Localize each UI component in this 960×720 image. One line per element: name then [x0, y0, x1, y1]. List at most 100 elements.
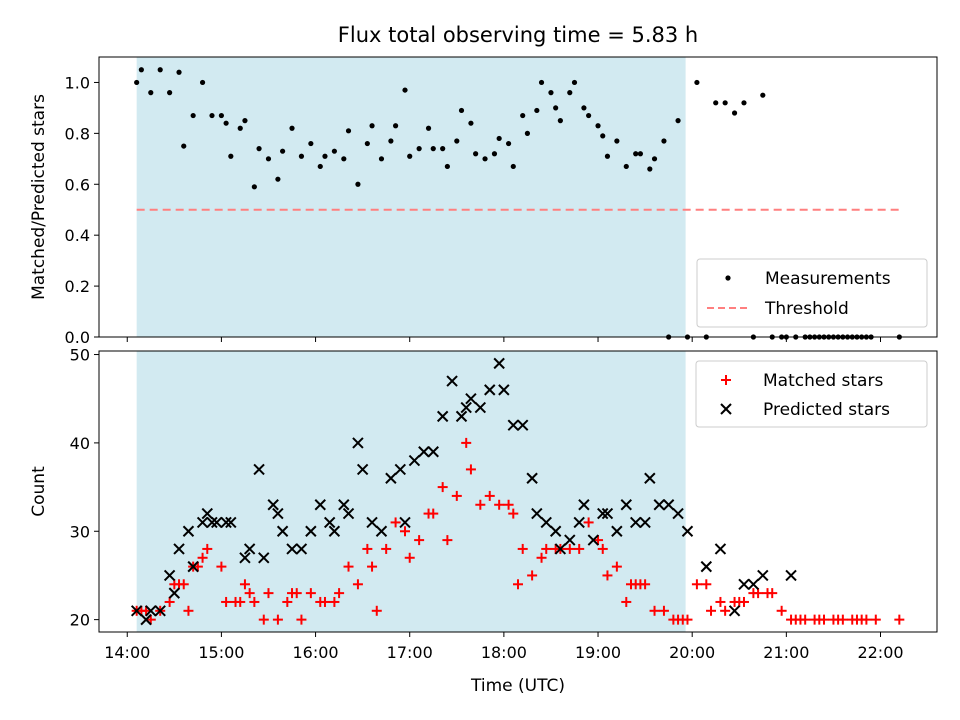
measurement-point [444, 163, 450, 170]
measurement-point [614, 138, 620, 144]
y-tick-label: 30 [70, 522, 90, 541]
matched-star-point [541, 543, 552, 554]
measurement-point [256, 146, 262, 152]
y-tick-label: 0.6 [65, 175, 90, 194]
predicted-star-point [418, 446, 430, 458]
predicted-star-point [714, 543, 727, 555]
legend-marker-measurements [725, 275, 731, 281]
measurement-point [661, 138, 667, 144]
matched-star-point [691, 579, 702, 590]
matched-star-point [334, 588, 345, 599]
matched-star-point [343, 561, 354, 572]
predicted-star-point [163, 569, 176, 582]
predicted-star-point [747, 578, 760, 590]
measurement-point [355, 181, 361, 187]
measurement-point [228, 153, 234, 159]
measurement-point [425, 125, 432, 131]
measurement-point [741, 100, 747, 106]
measurement-point [430, 146, 436, 152]
measurement-point [402, 87, 408, 93]
predicted-star-point [474, 401, 487, 414]
measurement-point [308, 140, 314, 147]
measurement-point [567, 90, 573, 96]
bottom-y-axis-label: Count [29, 466, 49, 517]
measurement-point [604, 153, 611, 159]
matched-star-point [221, 596, 232, 607]
matched-star-point [451, 490, 462, 501]
predicted-star-point [498, 384, 510, 396]
matched-star-point [837, 614, 848, 625]
measurement-point [473, 151, 479, 157]
measurement-point [586, 112, 592, 119]
predicted-star-point [356, 463, 369, 476]
measurement-point [176, 69, 182, 75]
predicted-star-point [295, 543, 308, 555]
measurement-point [392, 123, 399, 129]
matched-star-point [428, 508, 439, 519]
predicted-star-point [601, 507, 614, 520]
x-tick-label: 17:00 [387, 643, 433, 662]
matched-star-point [753, 588, 764, 599]
bottom-shaded-region [136, 351, 686, 632]
top-y-axis: 0.0 0.2 0.4 0.6 0.8 1.0 [65, 73, 99, 347]
matched-star-point [776, 605, 787, 616]
matched-star-point [503, 499, 514, 510]
predicted-star-point [564, 534, 576, 546]
predicted-star-point [168, 587, 181, 599]
measurement-point [510, 163, 516, 170]
predicted-star-point [173, 543, 185, 555]
matched-star-point [701, 579, 712, 590]
predicted-star-point [220, 516, 232, 529]
measurement-point [199, 79, 206, 86]
measurement-point [675, 118, 681, 124]
predicted-star-point [267, 499, 279, 511]
measurement-point [209, 112, 215, 119]
matched-star-point [235, 596, 246, 607]
legend-plus-marker [721, 375, 731, 385]
measurement-point [713, 100, 719, 106]
measurement-point [491, 151, 498, 157]
top-panel: 0.0 0.2 0.4 0.6 0.8 1.0 Matched/Predicted sta… [29, 56, 938, 347]
matched-star-point [583, 517, 594, 528]
predicted-star-point [597, 507, 609, 520]
predicted-star-point [399, 516, 411, 529]
y-tick-label: 50 [70, 346, 90, 365]
measurement-point [600, 133, 606, 139]
measurement-point [534, 107, 540, 114]
measurement-point [520, 112, 526, 119]
predicted-star-point [672, 507, 684, 520]
top-plot-frame [98, 56, 938, 338]
predicted-star-point [578, 499, 590, 511]
predicted-star-point [243, 543, 256, 555]
matched-star-point [319, 596, 330, 607]
predicted-star-point [484, 384, 496, 396]
measurement-point [378, 156, 385, 162]
predicted-star-point [540, 516, 552, 529]
top-legend: Measurements Threshold [696, 258, 928, 328]
measurement-point [265, 156, 272, 162]
legend-label-matched: Matched stars [763, 371, 883, 391]
measurement-point [538, 79, 545, 86]
predicted-star-point [305, 525, 317, 537]
predicted-star-point [210, 516, 223, 529]
y-tick-label: 0.0 [65, 328, 90, 347]
matched-star-point [536, 552, 547, 563]
y-tick-label: 40 [70, 434, 90, 453]
measurement-point [134, 79, 140, 86]
predicted-star-point [620, 499, 632, 511]
matched-star-point [738, 596, 749, 607]
matched-star-point [414, 535, 425, 546]
matched-star-point [263, 588, 274, 599]
matched-star-point [527, 570, 538, 581]
matched-star-point [819, 614, 830, 625]
matched-star-point [352, 579, 363, 590]
matched-star-point [216, 561, 227, 572]
matched-star-points [131, 437, 905, 625]
measurement-point [280, 148, 286, 154]
matched-star-point [715, 596, 726, 607]
measurement-point [581, 105, 587, 111]
predicted-star-point [460, 401, 472, 414]
legend-label-measurements: Measurements [765, 269, 891, 289]
top-y-axis-label: Matched/Predicted stars [29, 94, 49, 300]
